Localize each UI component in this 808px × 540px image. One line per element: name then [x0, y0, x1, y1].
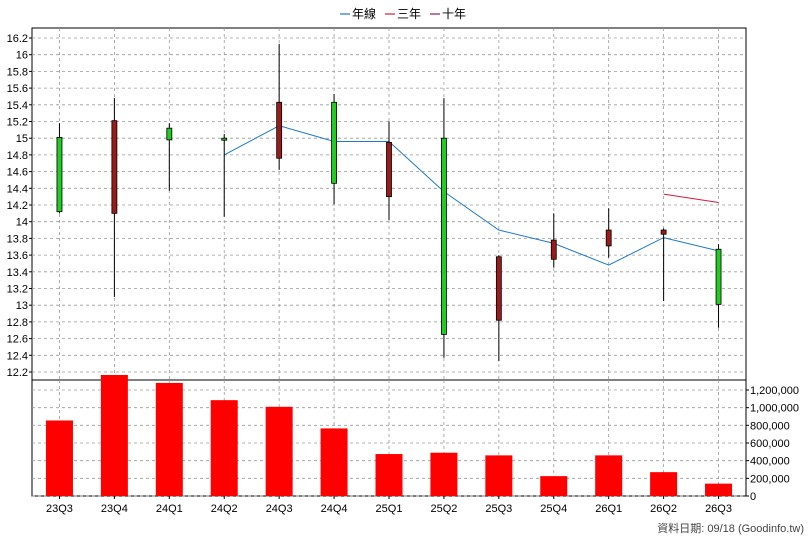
- candle-body: [605, 229, 612, 247]
- price-tick-label: 16.2: [7, 33, 28, 45]
- price-tick-label: 15.8: [7, 66, 28, 78]
- price-tick-label: 15.6: [7, 83, 28, 95]
- legend-label-2: 三年: [397, 7, 421, 21]
- price-tick-label: 14: [16, 217, 28, 229]
- price-tick-label: 14.2: [7, 200, 28, 212]
- volume-bars: [45, 374, 733, 496]
- series-line-2: [663, 193, 719, 203]
- volume-bar: [540, 476, 568, 496]
- quarter-tick-label: 25Q4: [540, 503, 567, 515]
- price-panel: 12.2 12.4 12.6 12.8 13 13.2 13.4 13.6 13.8 14 14.2…: [7, 27, 747, 381]
- candle-body: [715, 248, 722, 305]
- candle-body: [56, 136, 63, 213]
- volume-bar: [705, 483, 733, 496]
- candle-body: [550, 239, 557, 260]
- volume-panel: 0 200,000 400,000 600,000 800,000 1,000,000 1,…: [31, 374, 799, 515]
- quarter-tick-label: 24Q4: [321, 503, 348, 515]
- quarter-tick-label: 25Q1: [376, 503, 403, 515]
- quarter-tick-label: 23Q3: [46, 503, 73, 515]
- price-tick-label: 12.4: [7, 350, 28, 362]
- quarter-tick-label: 26Q2: [650, 503, 677, 515]
- candle-body: [386, 141, 392, 198]
- quarter-tick-label: 24Q1: [156, 503, 183, 515]
- moving-average-lines: [223, 125, 719, 266]
- candlesticks: [56, 43, 722, 362]
- data-date-footer: 資料日期: 09/18 (Goodinfo.tw): [657, 521, 804, 535]
- volume-axis: 0 200,000 400,000 600,000 800,000 1,000,000 1,…: [746, 385, 799, 503]
- price-tick-label: 12.8: [7, 317, 28, 329]
- price-tick-label: 14.4: [7, 183, 28, 195]
- volume-bar: [430, 452, 458, 496]
- price-tick-label: 13.8: [7, 233, 28, 245]
- price-tick-label: 13: [16, 300, 28, 312]
- price-tick-label: 15.2: [7, 117, 28, 129]
- price-tick-label: 13.4: [7, 267, 28, 279]
- candle-body: [331, 101, 337, 184]
- volume-tick-label: 1,200,000: [750, 385, 799, 397]
- candle-body: [166, 127, 173, 141]
- volume-tick-label: 400,000: [750, 456, 790, 468]
- volume-bar: [485, 455, 513, 496]
- volume-bar: [210, 400, 238, 496]
- price-tick-label: 14.6: [7, 167, 28, 179]
- price-tick-label: 15.4: [7, 100, 28, 112]
- quarter-tick-label: 25Q3: [485, 503, 512, 515]
- volume-bar: [265, 406, 293, 496]
- volume-bar: [100, 374, 128, 496]
- legend: 年線 三年 十年: [340, 6, 466, 21]
- volume-tick-label: 200,000: [750, 473, 790, 485]
- price-tick-label: 14.8: [7, 150, 28, 162]
- candle-body: [495, 256, 502, 321]
- volume-bar: [320, 428, 348, 496]
- price-tick-label: 12.6: [7, 334, 28, 346]
- legend-label-1: 年線: [352, 6, 376, 21]
- volume-bar: [45, 420, 73, 496]
- volume-tick-label: 800,000: [750, 420, 790, 432]
- quarter-tick-label: 24Q2: [211, 503, 238, 515]
- candle-body: [441, 137, 447, 335]
- volume-bar: [375, 454, 403, 496]
- volume-bar: [650, 472, 678, 496]
- price-tick-label: 15: [16, 133, 28, 145]
- price-tick-label: 12.2: [7, 367, 28, 379]
- price-tick-label: 13.2: [7, 284, 28, 296]
- candle-body: [221, 137, 228, 141]
- quarter-tick-label: 23Q4: [101, 503, 128, 515]
- candle-body: [660, 229, 667, 235]
- volume-tick-label: 1,000,000: [750, 403, 799, 415]
- series-line-1: [223, 125, 719, 266]
- candle-body: [111, 120, 118, 214]
- volume-tick-label: 0: [750, 491, 756, 503]
- price-axis: 12.2 12.4 12.6 12.8 13 13.2 13.4 13.6 13.8 14 14.2…: [7, 33, 32, 379]
- legend-label-3: 十年: [442, 7, 466, 21]
- volume-bar: [155, 382, 183, 496]
- candle-body: [276, 101, 283, 159]
- volume-tick-label: 600,000: [750, 438, 790, 450]
- volume-bar: [595, 455, 623, 496]
- quarter-tick-label: 25Q2: [430, 503, 457, 515]
- price-tick-label: 13.6: [7, 250, 28, 262]
- quarter-tick-label: 26Q3: [705, 503, 732, 515]
- quarter-tick-label: 26Q1: [595, 503, 622, 515]
- price-tick-label: 16: [16, 50, 28, 62]
- quarter-tick-label: 24Q3: [266, 503, 293, 515]
- quarter-axis: 23Q3 23Q4 24Q1 24Q2 24Q3 24Q4 25Q1 25Q2 25Q3 25Q4…: [46, 496, 732, 515]
